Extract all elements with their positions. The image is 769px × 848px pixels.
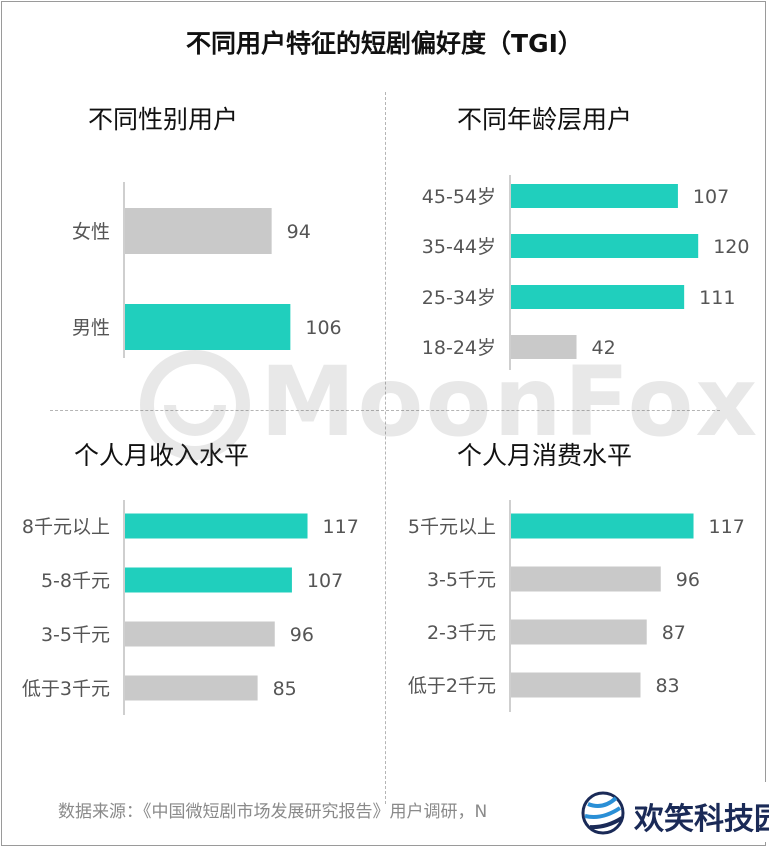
panel-title-spending: 个人月消费水平 bbox=[457, 441, 633, 470]
panel-title-income: 个人月收入水平 bbox=[74, 441, 250, 470]
category-label-3-2: 2-3千元 bbox=[427, 622, 496, 644]
category-label-2-2: 3-5千元 bbox=[41, 624, 110, 646]
category-label-1-2: 25-34岁 bbox=[422, 287, 496, 309]
bar-1-2 bbox=[511, 285, 685, 309]
category-label-3-1: 3-5千元 bbox=[427, 569, 496, 591]
brand-badge: 欢笑科技园 bbox=[576, 782, 769, 842]
category-label-3-3: 低于2千元 bbox=[408, 675, 496, 697]
bar-3-0 bbox=[511, 513, 694, 539]
bar-0-1 bbox=[125, 304, 291, 350]
bar-3-1 bbox=[511, 566, 661, 592]
value-label-2-3: 85 bbox=[273, 678, 297, 700]
panel-title-gender: 不同性别用户 bbox=[88, 105, 239, 134]
category-label-0-1: 男性 bbox=[72, 317, 110, 339]
value-label-0-1: 106 bbox=[305, 317, 341, 339]
value-label-1-2: 111 bbox=[699, 287, 735, 309]
category-label-2-1: 5-8千元 bbox=[41, 570, 110, 592]
chart-title: 不同用户特征的短剧偏好度（TGI） bbox=[186, 29, 583, 58]
value-label-3-3: 83 bbox=[655, 675, 679, 697]
category-label-3-0: 5千元以上 bbox=[408, 516, 496, 538]
category-label-0-0: 女性 bbox=[72, 221, 110, 243]
bar-2-2 bbox=[125, 621, 275, 647]
value-label-3-2: 87 bbox=[662, 622, 686, 644]
bar-2-1 bbox=[125, 567, 292, 593]
category-label-2-0: 8千元以上 bbox=[22, 516, 110, 538]
brand-name: 欢笑科技园 bbox=[634, 802, 769, 837]
value-label-1-1: 120 bbox=[713, 236, 749, 258]
source-note: 数据来源：《中国微短剧市场发展研究报告》用户调研，N bbox=[58, 802, 488, 822]
bar-3-2 bbox=[511, 619, 647, 645]
bar-0-0 bbox=[125, 208, 272, 254]
value-label-2-2: 96 bbox=[290, 624, 314, 646]
volleyball-logo-icon bbox=[581, 791, 625, 835]
category-label-1-1: 35-44岁 bbox=[422, 236, 496, 258]
bar-2-3 bbox=[125, 675, 258, 701]
bar-1-0 bbox=[511, 184, 678, 208]
value-label-3-1: 96 bbox=[676, 569, 700, 591]
category-label-2-3: 低于3千元 bbox=[22, 678, 110, 700]
panel-title-age: 不同年龄层用户 bbox=[457, 105, 633, 134]
vertical-divider bbox=[385, 92, 386, 804]
value-label-1-0: 107 bbox=[693, 186, 729, 208]
category-label-1-3: 18-24岁 bbox=[422, 337, 496, 359]
value-label-3-0: 117 bbox=[709, 516, 745, 538]
bar-2-0 bbox=[125, 513, 308, 539]
value-label-0-0: 94 bbox=[287, 221, 311, 243]
bar-1-1 bbox=[511, 234, 699, 258]
bar-3-3 bbox=[511, 672, 641, 698]
horizontal-divider bbox=[50, 410, 720, 411]
category-label-1-0: 45-54岁 bbox=[422, 186, 496, 208]
value-label-2-1: 107 bbox=[307, 570, 343, 592]
value-label-1-3: 42 bbox=[592, 337, 616, 359]
bar-1-3 bbox=[511, 335, 577, 359]
value-label-2-0: 117 bbox=[323, 516, 359, 538]
